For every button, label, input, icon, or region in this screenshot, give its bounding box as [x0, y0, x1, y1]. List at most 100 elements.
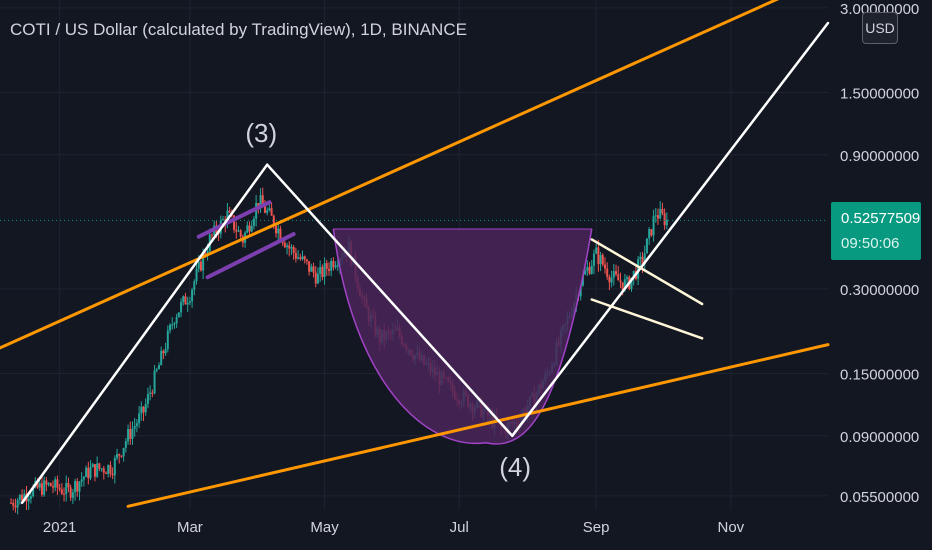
candle-body [663, 213, 666, 226]
candle-body [599, 255, 602, 265]
candle-body [180, 302, 183, 313]
candle-body [222, 219, 225, 221]
wedge-lower-line [205, 232, 296, 280]
impulse-up-line [20, 163, 269, 504]
price-tick-label: 1.50000000 [840, 85, 919, 102]
bar-countdown: 09:50:06 [841, 235, 900, 252]
candle-body [659, 208, 662, 219]
candle-body [116, 454, 119, 459]
channel-upper-line [0, 0, 780, 350]
candle-body [182, 296, 185, 303]
candle-body [233, 215, 236, 230]
candle-body [69, 487, 72, 498]
candle-body [316, 273, 319, 284]
candle-body [135, 423, 138, 427]
time-tick-label: 2021 [43, 519, 76, 536]
time-axis[interactable]: 2021 Mar May Jul Sep Nov [43, 519, 745, 536]
candle-body [38, 483, 41, 488]
candle-body [138, 413, 141, 424]
candle-body [319, 267, 322, 274]
currency-button[interactable]: USD [862, 12, 898, 44]
candle-body [58, 487, 61, 490]
candle-body [96, 463, 99, 477]
candle-body [40, 483, 43, 495]
candle-body [142, 406, 145, 413]
candle-body [579, 285, 582, 297]
candle-body [334, 265, 337, 268]
price-tick-label: 0.15000000 [840, 366, 919, 383]
candle-body [645, 238, 648, 254]
candle-body [65, 483, 68, 494]
candle-body [186, 302, 189, 305]
candle-body [29, 496, 32, 499]
candle-body [67, 483, 70, 488]
candle-body [188, 301, 191, 303]
candle-body [87, 467, 90, 479]
candle-body [177, 312, 180, 318]
price-axis[interactable]: 3.00000000 1.50000000 0.90000000 0.30000000… [840, 1, 919, 506]
time-tick-label: May [310, 519, 339, 536]
candle-body [619, 280, 622, 283]
candle-body [252, 218, 255, 226]
candle-body [164, 349, 167, 354]
candle-body [151, 392, 154, 394]
candle-body [89, 467, 92, 479]
candle-body [27, 498, 30, 502]
candle-body [283, 242, 286, 248]
candle-body [266, 210, 269, 213]
candle-body [610, 277, 613, 283]
candle-body [98, 463, 101, 469]
candle-body [314, 272, 317, 284]
candle-body [250, 225, 253, 232]
candle-body [49, 483, 52, 487]
candle-body [623, 279, 626, 291]
candle-body [56, 479, 59, 488]
price-tick-label: 0.05500000 [840, 489, 919, 506]
candle-body [327, 268, 330, 271]
candle-body [601, 255, 604, 265]
wedge-upper-line [196, 200, 272, 239]
candle-body [157, 365, 160, 370]
candle-body [332, 260, 335, 268]
candle-body [131, 428, 134, 439]
candle-body [330, 260, 333, 271]
candle-body [21, 494, 24, 501]
candle-body [608, 276, 611, 283]
candle-body [639, 256, 642, 260]
current-price-value: 0.52577509 [841, 210, 921, 227]
candle-body [654, 215, 657, 217]
candle-body [93, 464, 96, 477]
candle-body [290, 247, 293, 249]
candle-body [202, 253, 205, 271]
candle-body [248, 225, 251, 232]
chart-title: COTI / US Dollar (calculated by TradingV… [10, 20, 467, 39]
candle-body [239, 230, 242, 237]
candle-body [140, 406, 143, 414]
candle-body [160, 350, 163, 366]
candle-body [279, 228, 282, 241]
candle-body [268, 208, 271, 211]
candle-body [60, 489, 63, 494]
candle-body [310, 266, 313, 272]
candle-body [36, 480, 39, 488]
candle-body [270, 208, 273, 216]
candle-body [120, 455, 123, 457]
candle-body [641, 256, 644, 265]
candle-body [286, 245, 289, 248]
candle-body [113, 458, 116, 476]
candle-body [71, 492, 74, 498]
candle-body [91, 464, 94, 468]
wave-label-3: (3) [245, 117, 278, 148]
candle-body [228, 210, 231, 213]
candle-body [584, 270, 587, 275]
wave-label-4: (4) [499, 452, 532, 482]
candle-body [210, 234, 213, 236]
candle-body [85, 467, 88, 477]
candle-body [323, 263, 326, 278]
candle-body [632, 270, 635, 278]
candle-body [118, 454, 121, 456]
candle-body [606, 268, 609, 277]
candle-body [246, 225, 249, 233]
time-tick-label: Mar [177, 519, 203, 536]
